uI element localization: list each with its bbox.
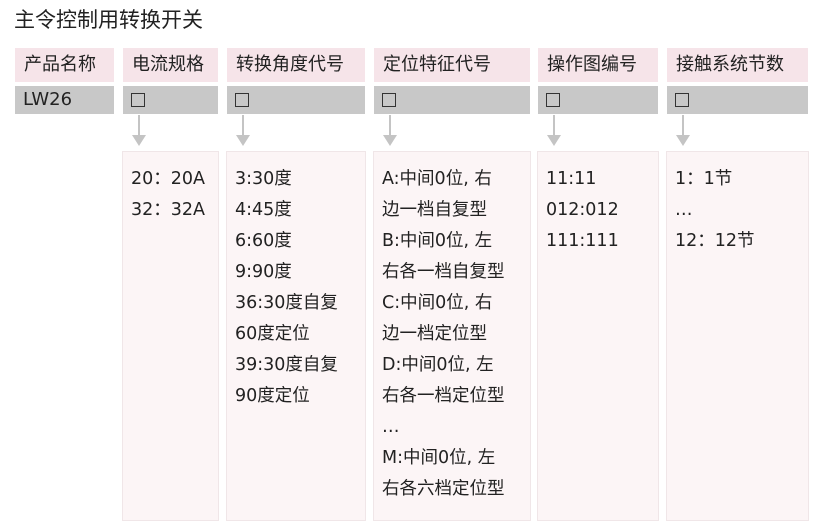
- code-placeholder: [667, 86, 808, 114]
- option-line: 右各六档定位型: [382, 479, 505, 499]
- column-header: 定位特征代号: [374, 48, 530, 82]
- arrow-down-icon: [547, 115, 561, 146]
- checkbox-placeholder-icon: [382, 93, 396, 107]
- column-header: 转换角度代号: [227, 48, 365, 82]
- option-line: 90度定位: [235, 386, 310, 406]
- code-options: A:中间0位, 右边一档自复型 B:中间0位, 左右各一档自复型 C:中间0位, 右…: [374, 152, 530, 520]
- option-line: 9:90度: [235, 262, 292, 282]
- option-line: 39:30度自复: [235, 355, 338, 375]
- option-line: …: [382, 417, 400, 437]
- code-placeholder: [123, 86, 218, 114]
- option-line: 111:111: [546, 231, 619, 251]
- column-header: 接触系统节数: [667, 48, 808, 82]
- code-options: 1：1节 … 12：12节: [667, 152, 808, 520]
- checkbox-placeholder-icon: [546, 93, 560, 107]
- option-line: C:中间0位, 右: [382, 293, 493, 313]
- arrow-down-icon: [676, 115, 690, 146]
- option-line: 右各一档自复型: [382, 262, 505, 282]
- option-line: 边一档自复型: [382, 200, 487, 220]
- column-header: 电流规格: [123, 48, 218, 82]
- product-code: LW26: [15, 86, 114, 114]
- option-line: D:中间0位, 左: [382, 355, 494, 375]
- arrow-down-icon: [236, 115, 250, 146]
- option-line: 20：20A: [131, 169, 206, 189]
- option-line: 60度定位: [235, 324, 310, 344]
- column-header: 产品名称: [15, 48, 114, 82]
- option-line: 边一档定位型: [382, 324, 487, 344]
- option-line: 1：1节: [675, 169, 733, 189]
- option-line: M:中间0位, 左: [382, 448, 496, 468]
- page-title: 主令控制用转换开关: [14, 8, 203, 32]
- code-options: 3:30度 4:45度 6:60度 9:90度 36:30度自复 60度定位 39:30度自…: [227, 152, 365, 520]
- option-line: 3:30度: [235, 169, 292, 189]
- option-line: 12：12节: [675, 231, 755, 251]
- option-line: 36:30度自复: [235, 293, 338, 313]
- checkbox-placeholder-icon: [131, 93, 145, 107]
- code-options: 20：20A 32：32A: [123, 152, 218, 520]
- arrow-down-icon: [383, 115, 397, 146]
- arrow-down-icon: [132, 115, 146, 146]
- code-options: 11:11 012:012 111:111: [538, 152, 658, 520]
- option-line: B:中间0位, 左: [382, 231, 493, 251]
- option-line: 012:012: [546, 200, 619, 220]
- option-line: 32：32A: [131, 200, 206, 220]
- checkbox-placeholder-icon: [235, 93, 249, 107]
- option-line: 11:11: [546, 169, 597, 189]
- option-line: 右各一档定位型: [382, 386, 505, 406]
- code-placeholder: [538, 86, 658, 114]
- column-header: 操作图编号: [538, 48, 658, 82]
- option-line: 4:45度: [235, 200, 292, 220]
- code-placeholder: [227, 86, 365, 114]
- checkbox-placeholder-icon: [675, 93, 689, 107]
- code-placeholder: [374, 86, 530, 114]
- option-line: 6:60度: [235, 231, 292, 251]
- option-line: …: [675, 200, 693, 220]
- option-line: A:中间0位, 右: [382, 169, 492, 189]
